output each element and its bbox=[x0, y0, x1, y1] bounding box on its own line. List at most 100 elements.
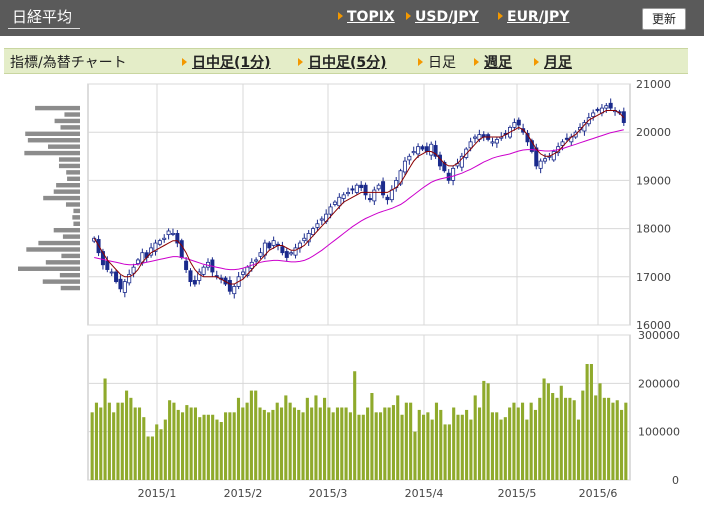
volume-bar bbox=[344, 407, 348, 480]
volume-profile-bar bbox=[53, 227, 80, 233]
volume-bar bbox=[417, 409, 421, 480]
volume-bar bbox=[521, 402, 525, 480]
volume-bar bbox=[400, 414, 404, 480]
candle bbox=[311, 228, 316, 236]
candle bbox=[232, 286, 237, 295]
volume-bar bbox=[572, 400, 576, 480]
volume-profile-bar bbox=[45, 260, 80, 265]
arrow-icon bbox=[418, 58, 423, 66]
volume-bar bbox=[490, 412, 494, 480]
volume-bar bbox=[340, 407, 344, 480]
x-tick-label: 2015/2 bbox=[224, 487, 263, 500]
candle bbox=[424, 146, 429, 152]
volume-bar bbox=[198, 417, 202, 480]
volume-bar bbox=[288, 402, 292, 480]
volume-bar bbox=[245, 402, 249, 480]
x-tick-label: 2015/6 bbox=[579, 487, 618, 500]
candle bbox=[398, 170, 403, 185]
volume-bar bbox=[301, 412, 305, 480]
candle bbox=[543, 158, 548, 162]
candle bbox=[127, 273, 132, 284]
candle bbox=[490, 141, 495, 144]
volume-bar bbox=[434, 402, 439, 480]
volume-bar bbox=[236, 397, 241, 480]
volume-bar bbox=[228, 412, 232, 480]
volume-bar bbox=[512, 402, 516, 480]
price-tick-label: 17000 bbox=[636, 271, 671, 284]
candle bbox=[280, 246, 285, 254]
volume-profile-bar bbox=[42, 279, 80, 284]
volume-bar bbox=[443, 424, 447, 480]
volume-bar bbox=[150, 436, 154, 480]
price-tick-label: 16000 bbox=[636, 319, 671, 332]
volume-bar bbox=[529, 402, 533, 480]
candle bbox=[459, 155, 464, 168]
usd-jpy-link[interactable]: USD/JPY bbox=[406, 9, 479, 25]
candle bbox=[166, 230, 171, 236]
intraday-1min-link[interactable]: 日中足(1分) bbox=[182, 52, 271, 72]
volume-bar bbox=[262, 409, 266, 480]
candle bbox=[271, 240, 276, 246]
candle bbox=[192, 280, 197, 285]
volume-profile-bar bbox=[64, 112, 80, 117]
volume-bar bbox=[94, 402, 99, 480]
volume-bar bbox=[607, 397, 611, 480]
volume-bar bbox=[576, 419, 581, 480]
candle bbox=[258, 252, 263, 257]
volume-bar bbox=[624, 402, 628, 480]
subnav-label: 指標/為替チャート bbox=[10, 55, 127, 71]
arrow-icon bbox=[406, 12, 411, 20]
volume-bar bbox=[503, 417, 507, 480]
candle bbox=[604, 105, 609, 109]
volume-bar bbox=[611, 402, 615, 480]
candle bbox=[538, 160, 543, 169]
candle bbox=[118, 278, 123, 290]
volume-bar bbox=[335, 407, 340, 480]
volume-bar bbox=[249, 390, 253, 480]
candle bbox=[114, 271, 119, 283]
volume-profile-bar bbox=[43, 195, 80, 201]
refresh-button[interactable]: 更新 bbox=[642, 8, 686, 30]
price-tick-label: 18000 bbox=[636, 223, 671, 236]
volume-bar bbox=[193, 407, 197, 480]
candle bbox=[284, 251, 289, 258]
volume-profile-bar bbox=[27, 138, 80, 143]
candle bbox=[595, 108, 600, 111]
candle bbox=[367, 198, 372, 201]
arrow-icon bbox=[338, 12, 343, 20]
volume-bar bbox=[391, 405, 395, 480]
candle bbox=[442, 161, 447, 172]
volume-bar bbox=[598, 383, 602, 480]
volume-bar bbox=[125, 390, 129, 480]
candle bbox=[529, 140, 534, 152]
volume-bar bbox=[90, 412, 94, 480]
volume-bar bbox=[533, 409, 538, 480]
intraday-5min-link[interactable]: 日中足(5分) bbox=[298, 52, 387, 72]
volume-profile-bar bbox=[35, 105, 80, 111]
volume-bar bbox=[112, 412, 116, 480]
candle bbox=[354, 184, 359, 193]
x-tick-label: 2015/4 bbox=[405, 487, 444, 500]
candle bbox=[341, 194, 346, 199]
volume-profile-bar bbox=[38, 240, 80, 246]
candle bbox=[315, 223, 320, 228]
eur-jpy-link[interactable]: EUR/JPY bbox=[498, 9, 569, 25]
monthly-link[interactable]: 月足 bbox=[534, 52, 572, 72]
volume-bar bbox=[292, 407, 296, 480]
candle bbox=[188, 270, 193, 283]
volume-bar bbox=[137, 407, 142, 480]
arrow-icon bbox=[498, 12, 503, 20]
candle bbox=[560, 141, 565, 146]
topix-link[interactable]: TOPIX bbox=[338, 9, 395, 25]
volume-profile-bar bbox=[73, 221, 80, 226]
volume-bar bbox=[133, 407, 137, 480]
candle bbox=[135, 259, 140, 264]
weekly-link[interactable]: 週足 bbox=[474, 52, 512, 72]
candle bbox=[385, 196, 390, 201]
volume-bar bbox=[215, 419, 219, 480]
candle bbox=[306, 233, 311, 243]
volume-bar bbox=[581, 390, 585, 480]
candle bbox=[372, 189, 377, 202]
volume-profile-bar bbox=[53, 189, 80, 194]
volume-bar bbox=[159, 429, 163, 480]
